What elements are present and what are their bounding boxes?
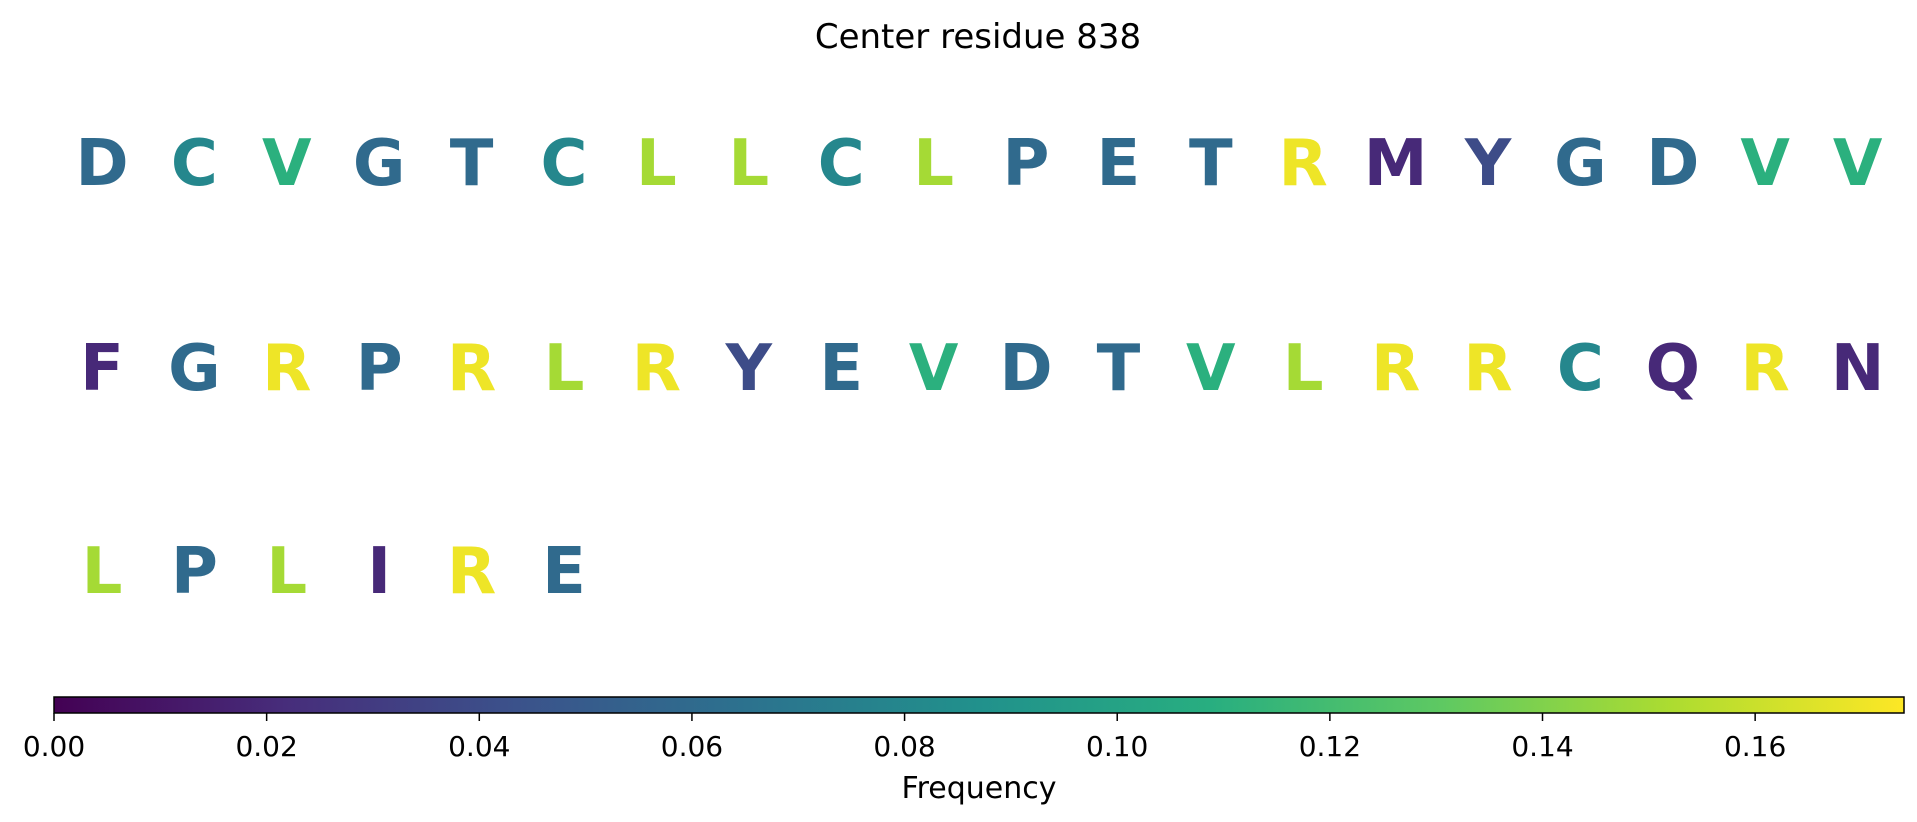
residue-letter: Y [1464, 127, 1512, 201]
colorbar-tick-label: 0.16 [1724, 730, 1786, 763]
residue-letter: R [1741, 332, 1790, 406]
residue-letter: N [1831, 332, 1885, 406]
colorbar-tick-label: 0.08 [873, 730, 935, 763]
colorbar-gradient [53, 696, 1905, 714]
residue-letter: P [356, 332, 403, 406]
residue-letter: T [450, 127, 494, 201]
residue-letter: L [913, 127, 954, 201]
residue-letter: R [262, 332, 311, 406]
residue-letter: V [1833, 127, 1883, 201]
residue-letter: L [266, 535, 307, 609]
residue-letter: G [353, 127, 406, 201]
residue-letter: G [168, 332, 221, 406]
residue-grid: D C V G T C L L C L P E T R M Y G D V VF G R P R L R Y E V D T V L R R C Q R N… [75, 127, 1884, 609]
residue-letter: L [82, 535, 123, 609]
residue-letter: L [728, 127, 769, 201]
colorbar-ticks: 0.00 0.02 0.04 0.06 0.08 0.10 0.12 0.14 0.16 [23, 713, 1786, 763]
colorbar-tick-label: 0.02 [235, 730, 297, 763]
residue-letter: G [1554, 127, 1607, 201]
residue-letter: T [1189, 127, 1233, 201]
residue-letter: L [544, 332, 585, 406]
residue-letter: R [447, 535, 496, 609]
residue-letter: F [80, 332, 124, 406]
residue-letter: V [262, 127, 312, 201]
colorbar-tick-label: 0.04 [448, 730, 510, 763]
residue-letter: Q [1646, 332, 1700, 406]
residue-letter: D [75, 127, 128, 201]
residue-letter: D [999, 332, 1052, 406]
residue-letter: V [1186, 332, 1236, 406]
residue-letter: Y [725, 332, 773, 406]
colorbar-tick-label: 0.06 [661, 730, 723, 763]
residue-letter: E [542, 535, 586, 609]
residue-letter: R [1371, 332, 1420, 406]
colorbar-tick-label: 0.10 [1086, 730, 1148, 763]
colorbar-tick-label: 0.12 [1299, 730, 1361, 763]
residue-letter: C [1557, 332, 1604, 406]
residue-letter: L [1283, 332, 1324, 406]
residue-letter: R [1463, 332, 1512, 406]
residue-letter: C [541, 127, 588, 201]
residue-letter: R [447, 332, 496, 406]
residue-letter: P [171, 535, 218, 609]
residue-letter: M [1364, 127, 1428, 201]
residue-letter: C [818, 127, 865, 201]
colorbar-tick-label: 0.00 [23, 730, 85, 763]
colorbar: 0.00 0.02 0.04 0.06 0.08 0.10 0.12 0.14 0.16 Fre… [23, 696, 1905, 806]
residue-letter: E [819, 332, 863, 406]
residue-letter: E [1097, 127, 1141, 201]
residue-letter: R [632, 332, 681, 406]
residue-letter: V [1740, 127, 1790, 201]
residue-letter: R [1279, 127, 1328, 201]
chart-title: Center residue 838 [815, 17, 1141, 57]
residue-letter: D [1646, 127, 1699, 201]
residue-letter: T [1097, 332, 1141, 406]
colorbar-tick-label: 0.14 [1511, 730, 1573, 763]
residue-letter: V [909, 332, 959, 406]
residue-letter: I [367, 535, 391, 609]
residue-letter: L [636, 127, 677, 201]
residue-letter: P [1003, 127, 1050, 201]
colorbar-label: Frequency [902, 771, 1057, 806]
residue-letter: C [171, 127, 218, 201]
